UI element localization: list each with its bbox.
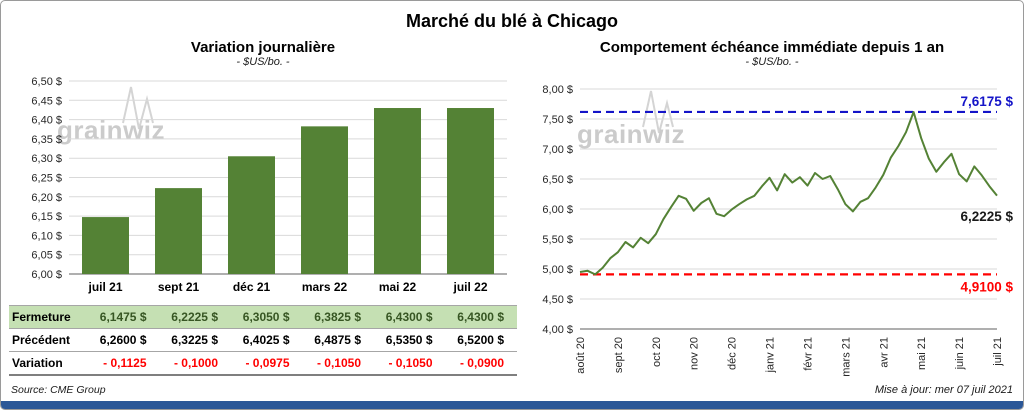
page-title: Marché du blé à Chicago [405,11,619,31]
x-tick-label: juil 22 [452,280,487,294]
x-tick-label: juil 21 [87,280,122,294]
row-label: Précédent [12,333,71,347]
price-line [579,111,998,276]
bar [155,188,202,274]
y-tick-label: 6,05 $ [31,250,62,262]
price-cell: - 0,1050 [316,356,361,370]
price-cell: 6,4025 $ [242,333,290,347]
y-tick-label: 7,50 $ [542,114,573,126]
y-tick-label: 5,50 $ [542,234,573,246]
y-tick-label: 4,00 $ [542,324,573,336]
low-value-label: 4,9100 $ [960,279,1013,294]
y-tick-label: 8,00 $ [542,84,573,96]
left-chart-title: Variation journalière [190,39,336,56]
front-month-line-chart: 4,00 $ 4,50 $ 5,00 $ 5,50 $ 6,00 $ 6,50 $ 7,00… [542,84,1013,377]
y-tick-label: 6,20 $ [31,192,62,204]
price-cell: - 0,1000 [173,356,218,370]
price-table-row: Précédent 6,2600 $ 6,3225 $ 6,4025 $ 6,4875 … [9,328,517,352]
high-value-label: 7,6175 $ [960,94,1013,109]
left-chart-subtitle: - $US/bo. - [236,56,290,68]
y-tick-label: 6,10 $ [31,230,62,242]
y-tick-label: 6,50 $ [542,174,573,186]
y-tick-label: 6,40 $ [31,115,62,127]
x-tick-label: mai 22 [379,280,417,294]
x-tick-label: févr 21 [802,337,814,371]
x-tick-label: mars 21 [840,337,852,377]
right-chart-subtitle: - $US/bo. - [745,56,799,68]
y-tick-label: 6,15 $ [31,211,62,223]
x-tick-label: nov 20 [689,337,701,370]
y-tick-label: 6,00 $ [542,204,573,216]
right-chart-title: Comportement échéance immédiate depuis 1… [599,39,945,56]
price-cell: - 0,0975 [245,356,290,370]
price-cell: - 0,1050 [388,356,433,370]
x-tick-label: sept 21 [158,280,200,294]
y-tick-label: 4,50 $ [542,294,573,306]
bar [82,217,129,274]
price-cell: 6,5350 $ [385,333,433,347]
update-note: Mise à jour: mer 07 juil 2021 [874,384,1013,396]
price-cell: 6,5200 $ [457,333,504,347]
price-cell: 6,3050 $ [242,310,290,324]
row-label: Variation [12,356,63,370]
price-table-row: Variation - 0,1125 - 0,1000 - 0,0975 - 0,105… [9,351,517,376]
y-tick-label: 7,00 $ [542,144,573,156]
x-tick-label: avr 21 [878,337,890,368]
price-cell: 6,2225 $ [171,310,218,324]
price-table-row: Fermeture 6,1475 $ 6,2225 $ 6,3050 $ 6,3825 … [9,305,517,329]
bar [374,108,421,274]
front-month-panel: Comportement échéance immédiate depuis 1… [525,39,1019,383]
row-label: Fermeture [12,310,71,324]
x-tick-label: sept 20 [613,337,625,373]
bar [228,156,275,274]
x-tick-label: mars 22 [302,280,348,294]
price-table: Fermeture 6,1475 $ 6,2225 $ 6,3050 $ 6,3825 … [9,305,517,376]
daily-variation-bar-chart: 6,00 $ 6,05 $ 6,10 $ 6,15 $ 6,20 $ 6,25 $ 6,30… [31,76,507,294]
price-cell: 6,4875 $ [314,333,361,347]
price-cell: 6,3825 $ [314,310,361,324]
price-cell: 6,4300 $ [385,310,433,324]
source-note: Source: CME Group [11,384,106,396]
bar [301,126,348,274]
bottom-accent-bar [1,401,1023,409]
x-tick-label: juil 21 [992,337,1004,367]
daily-variation-panel: Variation journalière - $US/bo. - grainw… [9,39,517,376]
y-tick-label: 6,30 $ [31,153,62,165]
x-tick-label: juin 21 [954,337,966,370]
x-tick-label: oct 20 [651,337,663,367]
last-price-label: 6,2225 $ [960,209,1013,224]
price-cell: 6,1475 $ [99,310,147,324]
y-tick-label: 6,25 $ [31,173,62,185]
price-cell: 6,2600 $ [99,333,147,347]
x-tick-label: déc 21 [233,280,271,294]
x-tick-label: janv 21 [765,337,777,373]
bar [447,108,494,274]
price-cell: - 0,0900 [459,356,504,370]
y-tick-label: 6,00 $ [31,269,62,281]
y-tick-label: 6,35 $ [31,134,62,146]
price-cell: 6,4300 $ [457,310,504,324]
y-tick-label: 6,50 $ [31,76,62,88]
price-cell: - 0,1125 [103,356,147,370]
y-tick-label: 5,00 $ [542,264,573,276]
x-tick-label: mai 21 [916,337,928,370]
price-cell: 6,3225 $ [171,333,218,347]
y-tick-label: 6,45 $ [31,95,62,107]
x-tick-label: déc 20 [727,337,739,370]
x-tick-label: août 20 [575,337,587,374]
